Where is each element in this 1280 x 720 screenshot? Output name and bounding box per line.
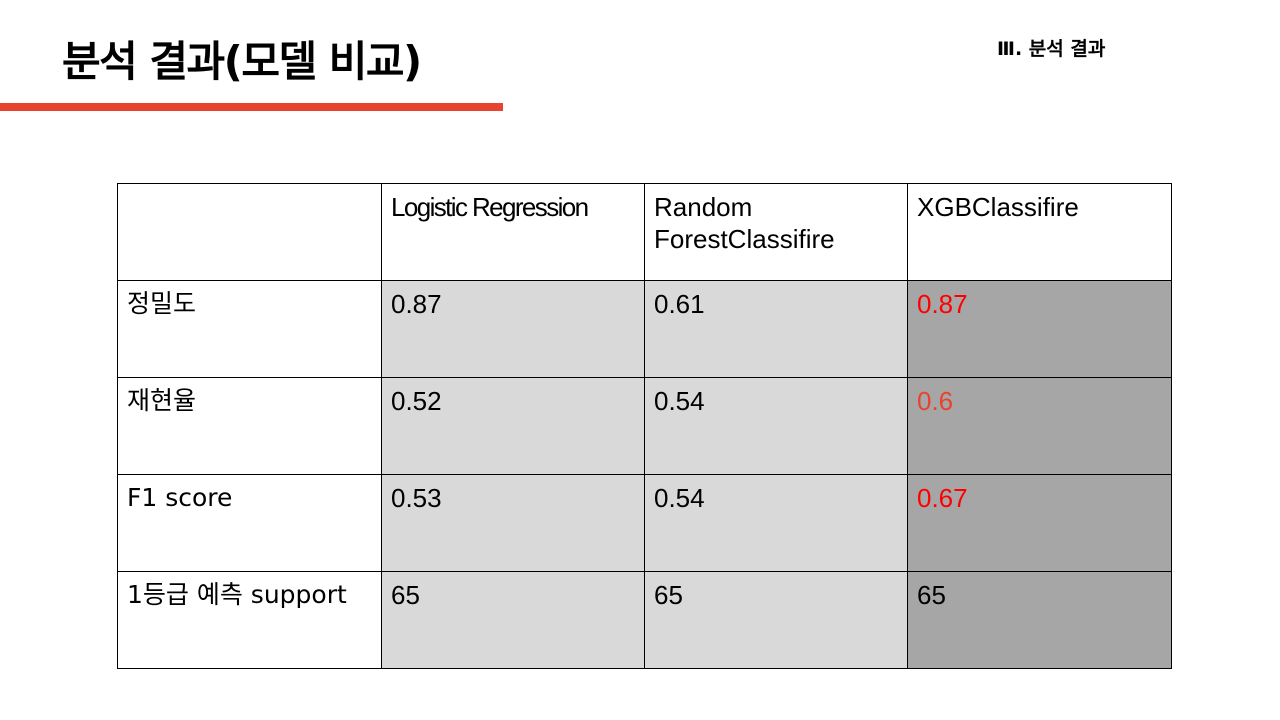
row-label-support: 1등급 예측 support: [117, 571, 382, 669]
slide-title: 분석 결과(모델 비교): [62, 37, 422, 86]
table-cell: 0.87: [381, 280, 645, 378]
title-underline: [0, 103, 503, 111]
table-cell: 65: [381, 571, 645, 669]
row-label-precision: 정밀도: [117, 280, 382, 378]
row-label-recall: 재현율: [117, 377, 382, 475]
table-cell: 0.53: [381, 474, 645, 572]
table-cell: 0.54: [644, 474, 908, 572]
table-row: 1등급 예측 support 65 65 65: [117, 571, 1172, 669]
table-cell: 65: [644, 571, 908, 669]
table-row: 재현율 0.52 0.54 0.6: [117, 377, 1172, 475]
header-corner-cell: [117, 183, 382, 281]
model-comparison-table: Logistic Regression Random ForestClassif…: [117, 183, 1172, 669]
table-row: F1 score 0.53 0.54 0.67: [117, 474, 1172, 572]
table-cell-highlight: 0.67: [907, 474, 1172, 572]
table-row: 정밀도 0.87 0.61 0.87: [117, 280, 1172, 378]
table-cell-highlight: 0.6: [907, 377, 1172, 475]
header-xgb: XGBClassifire: [907, 183, 1172, 281]
row-label-f1: F1 score: [117, 474, 382, 572]
table-cell: 0.52: [381, 377, 645, 475]
header-random-forest: Random ForestClassifire: [644, 183, 908, 281]
table-header-row: Logistic Regression Random ForestClassif…: [117, 183, 1172, 281]
header-logistic-regression: Logistic Regression: [381, 183, 645, 281]
section-label: Ⅲ. 분석 결과: [997, 38, 1106, 60]
table-cell: 0.54: [644, 377, 908, 475]
table-cell: 0.61: [644, 280, 908, 378]
table-cell: 65: [907, 571, 1172, 669]
table-cell-highlight: 0.87: [907, 280, 1172, 378]
